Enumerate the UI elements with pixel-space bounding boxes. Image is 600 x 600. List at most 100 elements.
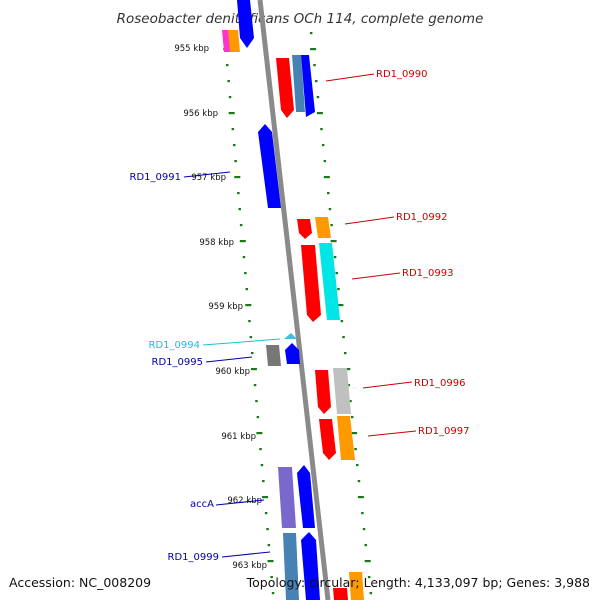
left-track-dot: [239, 240, 246, 243]
kbp-label-957: 957 kbp: [191, 173, 226, 183]
right-track-dot: [344, 352, 347, 355]
left-track-dot: [234, 176, 241, 179]
left-track-dot: [228, 112, 235, 115]
kbp-label-961: 961 kbp: [221, 432, 256, 442]
gene-label-rd1-0992[interactable]: RD1_0992: [396, 212, 447, 223]
callout-line-rd1-0990: [325, 73, 375, 82]
right-track-dot: [364, 544, 367, 547]
gene-label-rd1-0997[interactable]: RD1_0997: [418, 426, 469, 437]
gene-rd1-0993-red[interactable]: [301, 245, 321, 322]
gene-rd1-0999-blue[interactable]: [301, 532, 320, 600]
gene-rd1-0995-gray[interactable]: [266, 345, 281, 366]
gene-label-rd1-0993[interactable]: RD1_0993: [402, 268, 453, 279]
gene-bottom-red[interactable]: [333, 588, 348, 600]
gene-acca-purple[interactable]: [278, 467, 296, 528]
kbp-label-962: 962 kbp: [227, 496, 262, 506]
right-track-dot: [321, 144, 325, 147]
gene-rd1-0990-red[interactable]: [276, 58, 294, 118]
callout-line-rd1-0993: [351, 272, 401, 280]
right-track-dot: [347, 384, 350, 387]
left-track-dot: [237, 192, 240, 195]
gene-label-rd1-0995[interactable]: RD1_0995: [152, 357, 203, 368]
right-track-dot: [327, 192, 330, 195]
right-track-dot: [350, 416, 354, 419]
left-track-dot: [238, 208, 241, 211]
left-track-dot: [271, 592, 275, 595]
left-track-dot: [239, 224, 243, 227]
callout-line-acca: [215, 499, 265, 506]
gene-top-orange[interactable]: [228, 30, 240, 52]
gene-rd1-0996-gray[interactable]: [333, 368, 351, 414]
kbp-label-963: 963 kbp: [232, 561, 267, 571]
left-track-dot: [267, 544, 271, 547]
callout-line-rd1-0995: [205, 356, 253, 363]
gene-rd1-0997-red[interactable]: [319, 419, 336, 460]
gene-label-rd1-0994[interactable]: RD1_0994: [149, 340, 200, 351]
right-track-dot: [335, 272, 338, 275]
gene-rd1-0992-orange[interactable]: [315, 217, 331, 238]
gene-rd1-0996-red[interactable]: [315, 370, 331, 414]
left-track-dot: [226, 64, 229, 67]
kbp-label-958: 958 kbp: [199, 238, 234, 248]
left-track-dot: [256, 416, 260, 419]
callout-line-rd1-0997: [367, 430, 417, 437]
right-track-dot: [367, 576, 371, 579]
left-track-dot: [260, 464, 264, 467]
kbp-label-956: 956 kbp: [183, 109, 218, 119]
left-track-dot: [245, 304, 252, 307]
gene-rd1-0995-blue[interactable]: [285, 343, 300, 364]
right-track-dot: [328, 208, 332, 211]
left-track-dot: [264, 512, 268, 515]
right-track-dot: [310, 48, 317, 51]
right-track-dot: [344, 368, 351, 371]
gene-label-rd1-0996[interactable]: RD1_0996: [414, 378, 465, 389]
right-track-dot: [323, 176, 330, 179]
left-track-dot: [259, 448, 262, 451]
right-track-dot: [364, 560, 371, 563]
gene-rd1-0991[interactable]: [258, 124, 281, 208]
right-track-dot: [316, 112, 323, 115]
right-track-dot: [349, 400, 352, 403]
left-track-dot: [244, 272, 247, 275]
gene-label-rd1-0990[interactable]: RD1_0990: [376, 69, 427, 80]
left-track-dot: [242, 256, 246, 259]
right-track-dot: [340, 320, 344, 323]
gene-rd1-0992-red[interactable]: [297, 219, 312, 239]
left-track-dot: [262, 496, 268, 499]
right-track-dot: [313, 64, 316, 67]
right-track-dot: [369, 592, 373, 595]
gene-rd1-0997-orange[interactable]: [337, 416, 355, 460]
left-track-dot: [249, 336, 253, 339]
gene-top-blue[interactable]: [237, 0, 254, 48]
right-track-dot: [356, 464, 359, 467]
gene-label-rd1-0991[interactable]: RD1_0991: [130, 172, 181, 183]
kbp-label-955: 955 kbp: [174, 44, 209, 54]
left-track-dot: [228, 96, 232, 99]
gene-rd1-0999-slate[interactable]: [283, 533, 299, 600]
gene-rd1-0993-cyan[interactable]: [319, 243, 340, 320]
left-track-dot: [251, 352, 254, 355]
gene-rd1-0990-blue[interactable]: [301, 55, 315, 117]
chromosome-backbone: [257, 0, 331, 600]
gene-rd1-0994[interactable]: [284, 333, 297, 339]
callout-line-rd1-0999: [221, 551, 271, 558]
gene-label-acca[interactable]: accA: [190, 499, 214, 510]
gene-rd1-0990-slate[interactable]: [292, 55, 305, 112]
gene-bottom-orange[interactable]: [349, 572, 364, 600]
left-track-dot: [253, 384, 257, 387]
left-track-dot: [248, 320, 251, 323]
gene-acca-blue[interactable]: [297, 465, 315, 528]
right-track-dot: [333, 256, 337, 259]
left-track-dots: [223, 32, 275, 595]
right-track-dot: [351, 432, 358, 435]
callout-line-rd1-0991: [183, 171, 231, 178]
callout-line-rd1-0996: [362, 381, 413, 389]
genes-layer: [222, 0, 364, 600]
right-track-dot: [337, 288, 340, 291]
left-track-dot: [266, 528, 269, 531]
left-track-dot: [250, 368, 257, 371]
kbp-label-960: 960 kbp: [215, 367, 250, 377]
left-track-dot: [231, 128, 235, 131]
gene-label-rd1-0999[interactable]: RD1_0999: [168, 552, 219, 563]
